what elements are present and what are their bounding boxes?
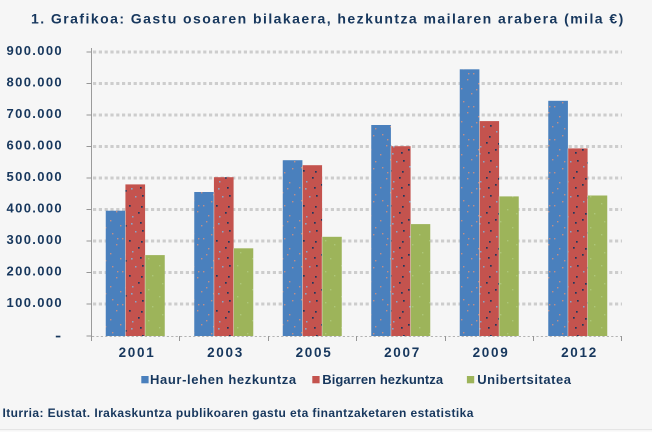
svg-text:Haur-lehen hezkuntza: Haur-lehen hezkuntza	[150, 372, 297, 387]
svg-text:500.000: 500.000	[7, 169, 63, 184]
svg-text:1. Grafikoa: Gastu osoaren bil: 1. Grafikoa: Gastu osoaren bilakaera, he…	[31, 10, 625, 26]
svg-text:900.000: 900.000	[7, 43, 63, 58]
svg-text:2012: 2012	[561, 345, 598, 360]
svg-text:200.000: 200.000	[7, 263, 63, 278]
svg-text:300.000: 300.000	[7, 232, 63, 247]
svg-text:400.000: 400.000	[7, 200, 63, 215]
svg-text:2007: 2007	[384, 345, 421, 360]
svg-text:100.000: 100.000	[7, 295, 63, 310]
svg-text:Iturria: Eustat. Irakaskuntza: Iturria: Eustat. Irakaskuntza publikoare…	[3, 406, 474, 420]
svg-text:2009: 2009	[473, 345, 510, 360]
svg-text:Bigarren hezkuntza: Bigarren hezkuntza	[322, 372, 444, 387]
svg-text:2005: 2005	[296, 345, 333, 360]
svg-text:2001: 2001	[119, 345, 156, 360]
svg-text:2003: 2003	[207, 345, 244, 360]
svg-text:Unibertsitatea: Unibertsitatea	[477, 372, 572, 387]
svg-text:700.000: 700.000	[7, 106, 63, 121]
svg-text:800.000: 800.000	[7, 74, 63, 89]
svg-text:600.000: 600.000	[7, 137, 63, 152]
